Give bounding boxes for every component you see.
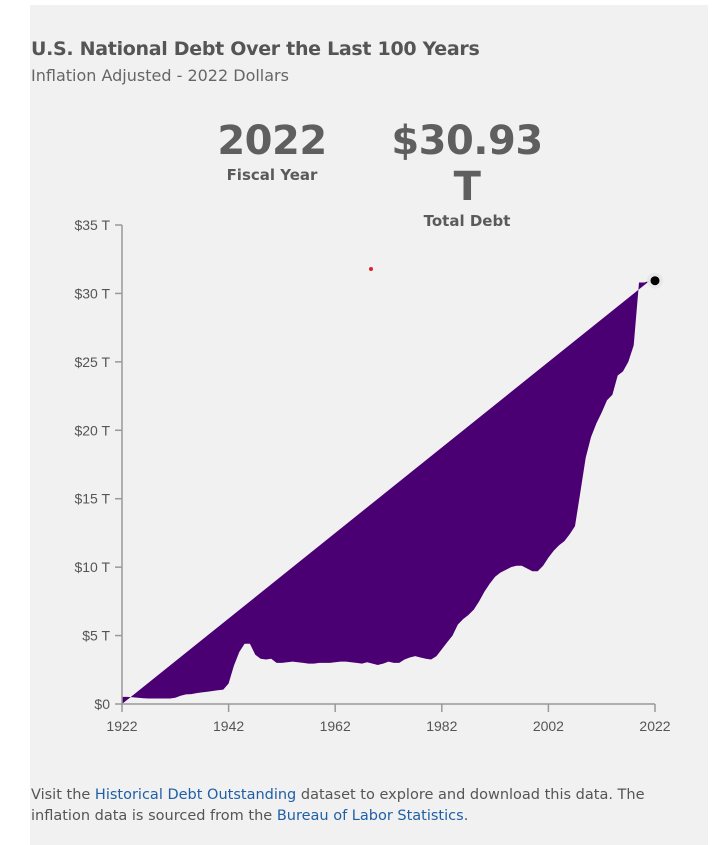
y-tick-label: $30 T: [74, 285, 110, 301]
x-tick-label: 1982: [426, 718, 457, 734]
footer-note: Visit the Historical Debt Outstanding da…: [31, 785, 651, 827]
fiscal-year-label: Fiscal Year: [226, 166, 318, 184]
footer-text: .: [463, 808, 469, 824]
y-tick-label: $20 T: [74, 422, 110, 438]
chart-title: U.S. National Debt Over the Last 100 Yea…: [31, 38, 480, 60]
y-tick-label: $0: [94, 696, 110, 712]
x-tick-label: 2022: [639, 718, 670, 734]
bls-link[interactable]: Bureau of Labor Statistics: [276, 808, 464, 824]
cursor-dot: [369, 267, 373, 271]
x-tick-label: 1942: [213, 718, 244, 734]
chart-subtitle: Inflation Adjusted - 2022 Dollars: [31, 66, 289, 85]
y-tick-label: $10 T: [74, 559, 110, 575]
y-tick-label: $5 T: [82, 628, 110, 644]
total-debt-stat: $30.93 T Total Debt: [376, 118, 558, 230]
fiscal-year-stat: 2022 Fiscal Year: [212, 118, 332, 184]
x-tick-label: 2002: [533, 718, 564, 734]
y-tick-label: $35 T: [74, 217, 110, 233]
x-tick-label: 1922: [106, 718, 137, 734]
fiscal-year-value: 2022: [217, 118, 327, 164]
x-tick-label: 1962: [320, 718, 351, 734]
footer-text: Visit the: [31, 787, 95, 803]
debt-area: [122, 280, 650, 704]
debt-area-chart[interactable]: $0 $5 T $10 T $15 T $20 T $25 T $30 T $35 T 1922…: [0, 0, 717, 760]
historical-debt-link[interactable]: Historical Debt Outstanding: [94, 787, 297, 803]
footer-text: dataset to explore and download this dat…: [31, 787, 645, 824]
total-debt-value: $30.93 T: [391, 118, 543, 210]
total-debt-label: Total Debt: [423, 212, 511, 230]
y-tick-label: $15 T: [74, 491, 110, 507]
y-tick-label: $25 T: [74, 354, 110, 370]
highlight-point: [650, 276, 660, 286]
